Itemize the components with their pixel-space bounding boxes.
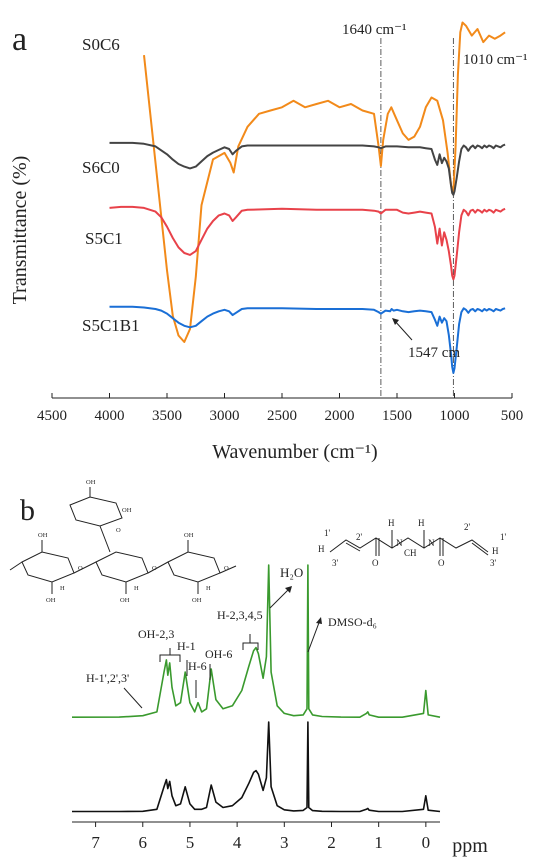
nmr-x-tick-label: 7	[91, 833, 100, 852]
nmr-spectrum-line	[71, 564, 441, 719]
ftir-x-tick-label: 2000	[325, 408, 355, 424]
svg-text:O: O	[116, 527, 121, 534]
ftir-x-tick-label: 3500	[152, 408, 182, 424]
annotation-1010: 1010 cm⁻¹	[463, 52, 528, 68]
ftir-x-axis-title: Wavenumber (cm⁻¹)	[212, 441, 377, 463]
svg-text:O: O	[152, 565, 157, 572]
svg-text:H: H	[418, 518, 425, 528]
panel-b-label: b	[20, 494, 35, 527]
glucose-structure-atom-labels: OH OH OH OH OH OH O O O O OH H H H	[38, 479, 229, 604]
ftir-x-ticks: 4500 4000 3500 3000 2500 2000 1500 1000 500	[37, 393, 523, 424]
nmr-x-axis-unit: ppm	[452, 835, 488, 857]
series-label-s5c1b1: S5C1B1	[82, 316, 140, 335]
nmr-x-tick-label: 0	[422, 833, 431, 852]
series-label-s6c0: S6C0	[82, 158, 120, 177]
svg-text:CH: CH	[404, 548, 417, 558]
annotation-1547: 1547 cm	[408, 345, 460, 361]
svg-text:H: H	[492, 546, 499, 556]
nmr-x-tick-label: 3	[280, 833, 289, 852]
svg-text:H: H	[134, 585, 139, 592]
annotation-1640: 1640 cm⁻¹	[342, 22, 407, 38]
nmr-x-tick-label: 2	[327, 833, 336, 852]
svg-text:O: O	[372, 558, 379, 568]
svg-text:1': 1'	[324, 528, 331, 538]
svg-text:1': 1'	[500, 532, 507, 542]
svg-text:O: O	[78, 565, 83, 572]
annotation-dmso-arrow	[307, 619, 321, 653]
ftir-x-tick-label: 4000	[95, 408, 125, 424]
svg-text:2': 2'	[464, 522, 471, 532]
svg-text:O: O	[224, 565, 229, 572]
svg-text:OH: OH	[38, 532, 48, 539]
svg-text:H: H	[318, 544, 325, 554]
annotation-h2345-bracket	[242, 634, 259, 650]
glucose-chain-structure	[9, 487, 237, 594]
svg-text:OH: OH	[122, 507, 132, 514]
ftir-reference-lines	[380, 38, 454, 398]
annotation-h1p-arrow	[123, 687, 143, 709]
series-label-s5c1: S5C1	[85, 229, 123, 248]
svg-text:O: O	[438, 558, 445, 568]
ftir-x-tick-label: 500	[501, 408, 524, 424]
ftir-series-line-s5c1	[109, 205, 506, 281]
ftir-x-tick-label: 1500	[382, 408, 412, 424]
annotation-h1: H-1	[177, 639, 196, 653]
annotation-oh23-bracket	[159, 648, 181, 662]
svg-text:OH: OH	[86, 479, 96, 486]
nmr-x-tick-label: 4	[233, 833, 242, 852]
annotation-h6: H-6	[188, 659, 207, 673]
svg-text:2': 2'	[356, 532, 363, 542]
svg-text:OH: OH	[46, 597, 56, 604]
annotation-1547-arrowhead	[392, 318, 399, 325]
svg-text:H: H	[388, 518, 395, 528]
nmr-x-tick-label: 5	[186, 833, 195, 852]
ftir-x-tick-label: 1000	[440, 408, 470, 424]
svg-text:3': 3'	[490, 558, 497, 568]
ftir-series-line-s5c1b1	[109, 305, 506, 374]
annotation-h2345: H-2,3,4,5	[217, 608, 263, 622]
svg-text:N: N	[396, 538, 403, 548]
svg-text:N: N	[428, 538, 435, 548]
ftir-series-line-s0c6	[143, 21, 506, 343]
nmr-x-ticks: 7 6 5 4 3 2 1 0	[91, 822, 430, 852]
nmr-spectrum-line	[72, 721, 441, 813]
annotation-dmso: DMSO-d₆	[328, 615, 377, 629]
series-label-s0c6: S0C6	[82, 35, 120, 54]
nmr-x-tick-label: 1	[374, 833, 383, 852]
ftir-y-axis-title: Transmittance (%)	[9, 156, 31, 305]
annotation-h2o: H₂O	[280, 565, 303, 580]
ftir-series	[109, 21, 506, 374]
annotation-dmso-arrowhead	[316, 617, 322, 624]
nmr-x-tick-label: 6	[139, 833, 148, 852]
svg-text:OH: OH	[192, 597, 202, 604]
ftir-series-line-s6c0	[109, 141, 506, 196]
ftir-x-tick-label: 2500	[267, 408, 297, 424]
annotation-oh23: OH-2,3	[138, 627, 174, 641]
annotation-h2o-arrow	[269, 587, 291, 609]
annotation-oh6: OH-6	[205, 647, 232, 661]
svg-text:OH: OH	[120, 597, 130, 604]
ftir-x-tick-label: 3000	[210, 408, 240, 424]
svg-text:H: H	[206, 585, 211, 592]
annotation-h2o-arrowhead	[285, 586, 292, 593]
ftir-x-tick-label: 4500	[37, 408, 67, 424]
nmr-series	[71, 564, 441, 813]
annotation-1547-arrow	[393, 319, 413, 341]
ftir-panel: a 4500 4000 3500 3000 2500 2000 1500 1000 500 Wa…	[9, 21, 528, 463]
svg-text:H: H	[60, 585, 65, 592]
svg-text:OH: OH	[184, 532, 194, 539]
svg-text:3': 3'	[332, 558, 339, 568]
annotation-h1p: H-1',2',3'	[86, 671, 129, 685]
panel-a-label: a	[12, 21, 27, 58]
crosslinker-structure	[329, 530, 489, 556]
